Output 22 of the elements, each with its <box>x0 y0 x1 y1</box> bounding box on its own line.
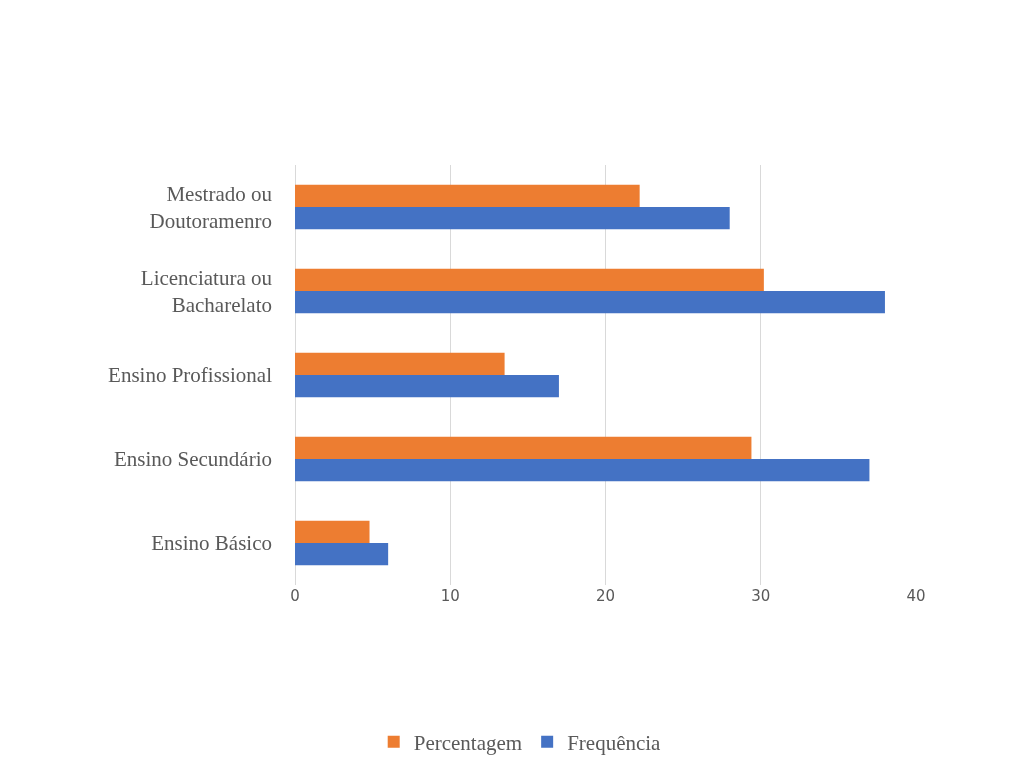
bar <box>295 436 752 459</box>
bar <box>295 352 505 375</box>
bar <box>295 268 764 291</box>
bar <box>295 375 559 398</box>
legend-label: Percentagem <box>413 730 523 755</box>
y-tick-label: Licenciatura ou Bacharelato <box>140 265 273 317</box>
x-tick-label: 40 <box>906 587 926 605</box>
y-tick-label: Ensino Básico <box>151 531 272 556</box>
y-tick-label: Mestrado ou Doutoramenro <box>149 181 273 233</box>
bar <box>295 207 730 230</box>
x-tick-label: 20 <box>595 587 616 605</box>
bar <box>295 291 885 314</box>
x-tick-label: 30 <box>751 587 771 605</box>
bar <box>295 520 370 543</box>
legend-label: Frequência <box>567 730 662 755</box>
bar <box>295 459 870 482</box>
y-tick-label: Ensino Profissional <box>108 363 273 388</box>
x-tick-label: 0 <box>290 587 300 605</box>
bar <box>295 184 640 207</box>
y-tick-label: Ensino Secundário <box>113 447 272 472</box>
bar <box>295 543 389 566</box>
x-tick-label: 10 <box>440 587 460 605</box>
